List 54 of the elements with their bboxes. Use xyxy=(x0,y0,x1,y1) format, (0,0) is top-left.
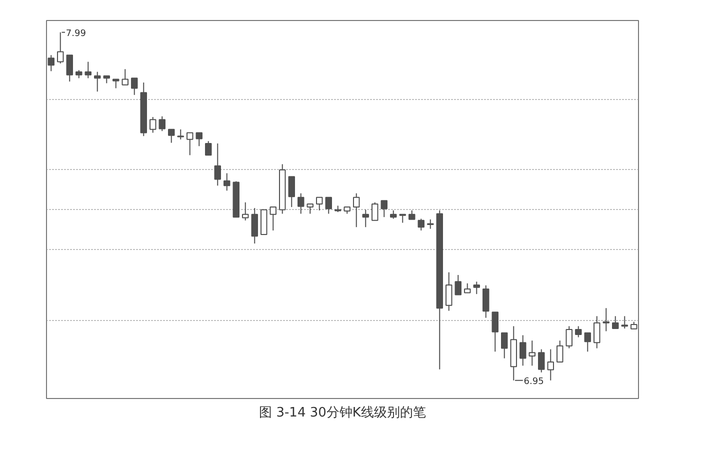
candlestick xyxy=(158,116,166,132)
candlestick xyxy=(575,326,582,338)
candlestick xyxy=(214,142,221,186)
candlestick xyxy=(112,78,120,89)
candlestick xyxy=(94,71,101,92)
candlestick xyxy=(520,334,526,366)
candlestick xyxy=(122,68,128,86)
candlestick xyxy=(362,209,369,228)
candlestick xyxy=(306,204,314,214)
candlestick xyxy=(270,206,276,231)
candlestick xyxy=(501,332,508,359)
candlestick xyxy=(594,316,600,349)
candlestick xyxy=(325,196,332,214)
candlestick xyxy=(48,54,54,72)
candlestick xyxy=(251,208,258,244)
candlestick xyxy=(584,332,591,352)
candlestick xyxy=(621,316,628,330)
candlestick xyxy=(408,210,416,220)
candlestick xyxy=(547,348,554,381)
candlestick xyxy=(168,128,175,144)
candlestick xyxy=(566,326,572,349)
candlestick xyxy=(446,272,452,312)
candlestick xyxy=(464,282,471,294)
candlestick xyxy=(150,116,156,134)
candlestick xyxy=(177,128,184,140)
candlestick xyxy=(84,61,92,79)
candlestick xyxy=(602,308,610,332)
candlestick xyxy=(538,348,545,373)
candlestick xyxy=(242,202,249,221)
candlestick xyxy=(353,192,360,228)
candlestick xyxy=(418,218,424,231)
candlestick xyxy=(196,132,202,147)
candlestick xyxy=(372,202,378,221)
candlestick xyxy=(66,54,73,82)
candlestick xyxy=(612,316,619,330)
text: 图 3-14 30分钟K线级别的笔 xyxy=(259,406,426,420)
candlestick xyxy=(224,172,230,192)
candlestick xyxy=(482,284,490,318)
candlestick xyxy=(298,192,304,214)
candlestick xyxy=(131,78,138,96)
candlestick xyxy=(57,32,64,64)
candlestick xyxy=(186,132,194,156)
annotation: 7.99 xyxy=(66,28,86,39)
candlestick xyxy=(556,340,564,362)
candlestick xyxy=(380,200,388,218)
candlestick xyxy=(316,196,323,211)
annotation: 6.95 xyxy=(524,376,544,387)
candlestick xyxy=(205,140,212,156)
candlestick xyxy=(454,274,462,296)
candlestick xyxy=(528,340,536,366)
candlestick xyxy=(427,218,434,230)
candlestick xyxy=(492,312,498,352)
candlestick xyxy=(288,176,295,208)
candlestick xyxy=(473,281,480,295)
